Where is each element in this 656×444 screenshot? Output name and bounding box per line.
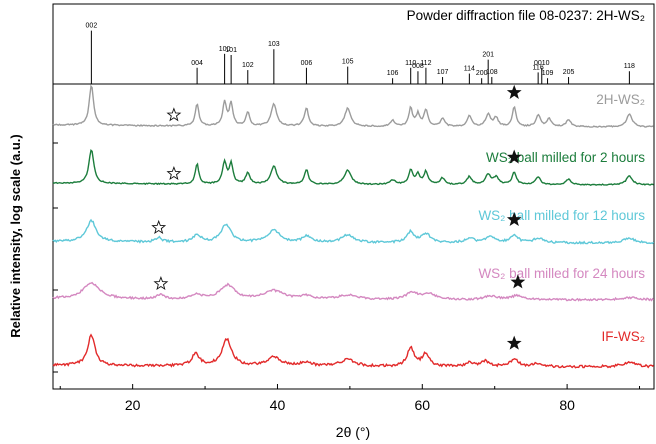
reference-peak-label: 008: [412, 63, 424, 70]
open-star-marker: [166, 107, 182, 122]
filled-star-marker: [506, 335, 522, 350]
x-tick-label: 40: [270, 397, 286, 413]
reference-peak-label: 109: [542, 70, 554, 77]
x-axis-label: 2θ (°): [336, 424, 370, 440]
reference-peak-label: 101: [225, 47, 237, 54]
reference-peak-label: 110: [405, 60, 416, 67]
reference-peak-label: 103: [268, 41, 280, 48]
filled-star-marker: [506, 84, 522, 99]
open-star-marker: [151, 219, 167, 235]
reference-peak-label: 112: [420, 60, 431, 67]
reference-peak-label: 118: [624, 63, 635, 70]
star-markers: [151, 84, 526, 350]
reference-peak-label: 0010: [534, 60, 550, 67]
reference-peak-label: 200: [476, 70, 488, 77]
reference-peak-label: 108: [486, 69, 498, 76]
series-lines: [52, 84, 655, 369]
open-star-marker: [153, 276, 169, 291]
reference-peak-label: 105: [342, 59, 354, 66]
series-label: WS₂ ball milled for 2 hours: [486, 150, 645, 165]
series-label: IF-WS₂: [602, 329, 645, 344]
reference-title: Powder diffraction file 08-0237: 2H-WS₂: [407, 8, 645, 23]
reference-peak-label: 006: [301, 60, 313, 67]
series-line: [52, 218, 655, 245]
series-labels: 2H-WS₂ WS₂ ball milled for 2 hours WS₂ bal…: [478, 92, 645, 344]
reference-peak-label: 201: [482, 52, 494, 59]
y-ticks: [53, 142, 58, 373]
x-ticks: 20 40 60 80: [59, 384, 641, 413]
reference-peak-label: 114: [464, 66, 475, 73]
reference-peak-label: 205: [563, 69, 575, 76]
reference-peak-label: 106: [387, 70, 399, 77]
reference-peak-label: 004: [191, 60, 203, 67]
filled-star-marker: [506, 149, 522, 164]
main-panel: 20 40 60 80 2H-WS₂ WS₂ ball milled for 2 hou…: [52, 83, 655, 413]
reference-peak-label: 100: [219, 46, 231, 53]
x-tick-label: 80: [559, 397, 575, 413]
reference-peak-label: 107: [437, 69, 449, 76]
filled-star-marker: [510, 274, 526, 289]
filled-star-marker: [506, 211, 522, 227]
reference-peak-label: 002: [86, 23, 98, 30]
series-line: [52, 84, 654, 128]
series-label: 2H-WS₂: [596, 92, 645, 107]
reference-panel: Powder diffraction file 08-0237: 2H-WS₂ …: [52, 3, 655, 85]
series-line: [52, 148, 654, 186]
series-line: [52, 281, 655, 302]
reference-peak-label: 116: [533, 64, 544, 71]
y-axis-label: Relative intensity, log scale (a.u.): [8, 134, 23, 338]
x-tick-label: 60: [415, 397, 431, 413]
main-plot-frame: [52, 83, 655, 390]
series-label: WS₂ ball milled for 12 hours: [478, 208, 645, 223]
x-tick-label: 20: [125, 397, 141, 413]
open-star-marker: [166, 166, 182, 181]
series-label: WS₂ ball milled for 24 hours: [478, 266, 645, 281]
series-line: [52, 333, 655, 369]
reference-peak-label: 102: [242, 62, 254, 69]
